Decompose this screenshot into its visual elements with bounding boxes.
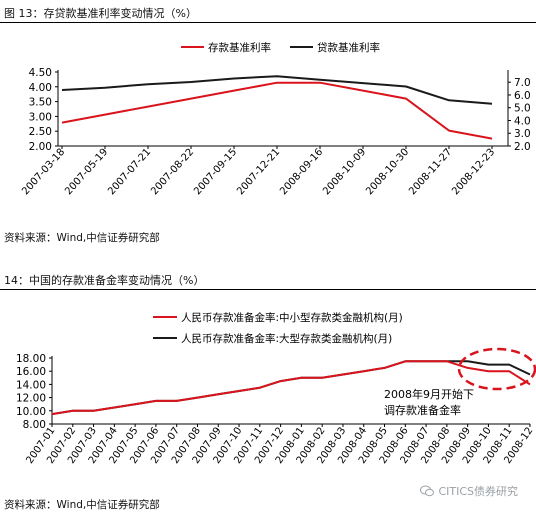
- figure2-title: 14：中国的存款准备金率变动情况（%）: [4, 274, 205, 287]
- figure1-title: 图 13：存贷款基准利率变动情况（%）: [4, 7, 197, 20]
- chart1-left-tick-label: 2.00: [29, 141, 52, 153]
- chart1-x-tick-label: 2007-03-18: [20, 147, 67, 198]
- figure2-title-divider: [0, 289, 536, 290]
- chart1-right-tick-label: 5.0: [514, 103, 531, 115]
- deposit-loan-rate-chart: 存款基准利率 贷款基准利率 4.50 4.00 3.50 3.00 2.50 2.00 7.…: [20, 41, 531, 198]
- chart1-right-tick-label: 2.0: [514, 141, 531, 153]
- deposit-rate-line: [61, 81, 493, 140]
- small-medium-institutions-ratio-line: [51, 360, 531, 416]
- legend-label-deposit-rate: 存款基准利率: [208, 41, 271, 54]
- chart1-left-tick-label: 4.50: [29, 67, 52, 79]
- chart1-x-tick-label: 2007-09-15: [192, 147, 239, 198]
- chart1-x-tick-label: 2007-08-22: [149, 147, 196, 198]
- legend-label-small-medium-institutions: 人民币存款准备金率:中小型存款类金融机构(月): [181, 311, 403, 324]
- chart1-right-tick-label: 3.0: [514, 128, 531, 140]
- wechat-icon: [420, 485, 435, 497]
- legend-label-loan-rate: 贷款基准利率: [317, 41, 380, 54]
- chart1-x-tick-label: 2008-10-30: [364, 147, 411, 198]
- chart1-left-tick-label: 2.50: [29, 126, 52, 138]
- chart2-legend: 人民币存款准备金率:中小型存款类金融机构(月) 人民币存款准备金率:大型存款类金…: [153, 311, 403, 345]
- chart2-y-tick-label: 14.00: [16, 379, 46, 391]
- chart1-x-tick-label: 2007-12-21: [235, 147, 282, 198]
- chart1-left-tick-label: 3.00: [29, 111, 52, 123]
- loan-rate-line: [61, 75, 493, 105]
- annotation-line-1: 2008年9月开始下: [384, 387, 474, 401]
- highlight-ellipse: [457, 347, 536, 391]
- reserve-ratio-chart: 人民币存款准备金率:中小型存款类金融机构(月) 人民币存款准备金率:大型存款类金…: [16, 311, 536, 466]
- legend-label-large-institutions: 人民币存款准备金率:大型存款类金融机构(月): [181, 332, 392, 345]
- chart1-right-tick-label: 6.0: [514, 90, 531, 102]
- chart2-y-tick-label: 18.00: [16, 353, 46, 365]
- chart1-left-tick-label: 4.00: [29, 82, 52, 94]
- chart2-y-tick-label: 10.00: [16, 406, 46, 418]
- chart1-x-tick-label: 2008-10-09: [321, 147, 368, 198]
- chart2-y-tick-label: 8.00: [23, 419, 46, 431]
- chart1-legend: 存款基准利率 贷款基准利率: [181, 41, 380, 54]
- chart1-x-tick-label: 2008-09-16: [278, 147, 325, 198]
- figure1-title-divider: [0, 22, 536, 23]
- chart1-left-tick-label: 3.50: [29, 97, 52, 109]
- figure2-source: 资料来源：Wind,中信证券研究部: [4, 499, 160, 511]
- annotation-line-2: 调存款准备金率: [384, 403, 461, 417]
- chart1-x-tick-label: 2008-12-23: [450, 147, 497, 198]
- chart1-x-tick-label: 2008-11-27: [407, 147, 454, 198]
- chart1-right-tick-label: 7.0: [514, 77, 531, 89]
- chart2-y-tick-label: 12.00: [16, 393, 46, 405]
- chart2-y-tick-label: 16.00: [16, 366, 46, 378]
- figure1-source: 资料来源：Wind,中信证券研究部: [4, 232, 160, 244]
- chart1-right-tick-label: 4.0: [514, 115, 531, 127]
- watermark: CITICS债券研究: [420, 483, 518, 499]
- watermark-text: CITICS债券研究: [438, 485, 518, 498]
- chart1-x-tick-label: 2007-05-19: [63, 147, 110, 198]
- chart1-x-tick-label: 2007-07-21: [106, 147, 153, 198]
